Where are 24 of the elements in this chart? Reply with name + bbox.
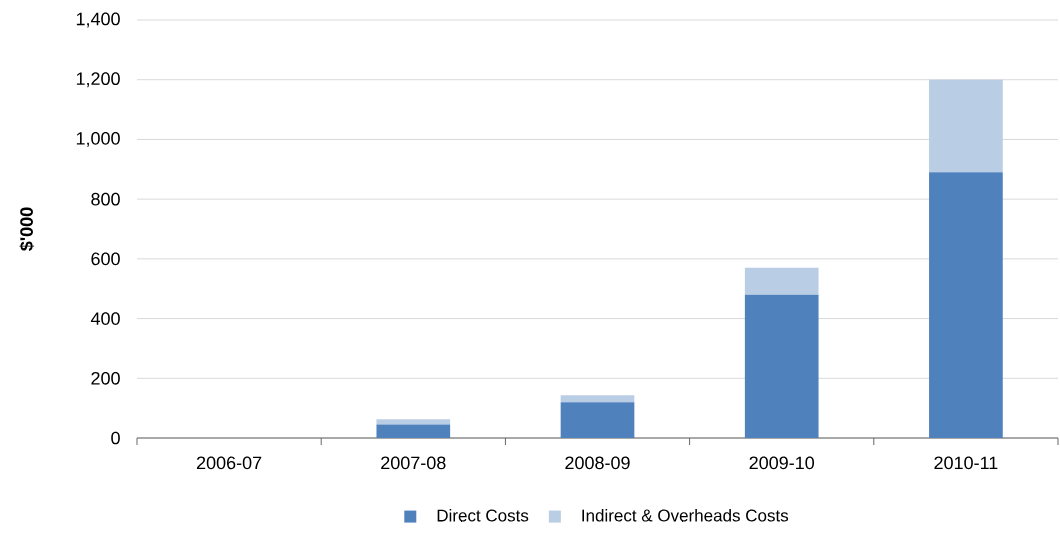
y-tick-label: 800 [91, 192, 120, 206]
bar [560, 402, 635, 438]
x-tick-label: 2010-11 [934, 456, 998, 470]
bar [560, 395, 635, 403]
y-tick-label: 200 [91, 371, 120, 385]
bar [929, 172, 1003, 438]
x-tick-label: 2008-09 [565, 456, 630, 470]
bar [744, 294, 819, 438]
bar [376, 419, 451, 425]
y-axis-title: $'000 [19, 207, 35, 251]
x-tick-label: 2006-07 [196, 456, 262, 470]
bar [744, 267, 819, 295]
y-tick-label: 600 [91, 252, 120, 266]
y-tick-label: 0 [111, 431, 120, 445]
y-tick-label: 1,400 [76, 12, 120, 28]
bar [376, 424, 451, 438]
y-tick-label: 1,000 [76, 132, 120, 147]
legend-label: Indirect & Overheads Costs [582, 509, 789, 522]
y-tick-label: 1,200 [76, 72, 120, 88]
x-tick-label: 2009-10 [749, 456, 815, 470]
bar [929, 79, 1003, 173]
y-tick-label: 400 [90, 312, 120, 325]
legend-label: Direct Costs [437, 509, 529, 522]
x-tick-label: 2007-08 [381, 456, 446, 470]
